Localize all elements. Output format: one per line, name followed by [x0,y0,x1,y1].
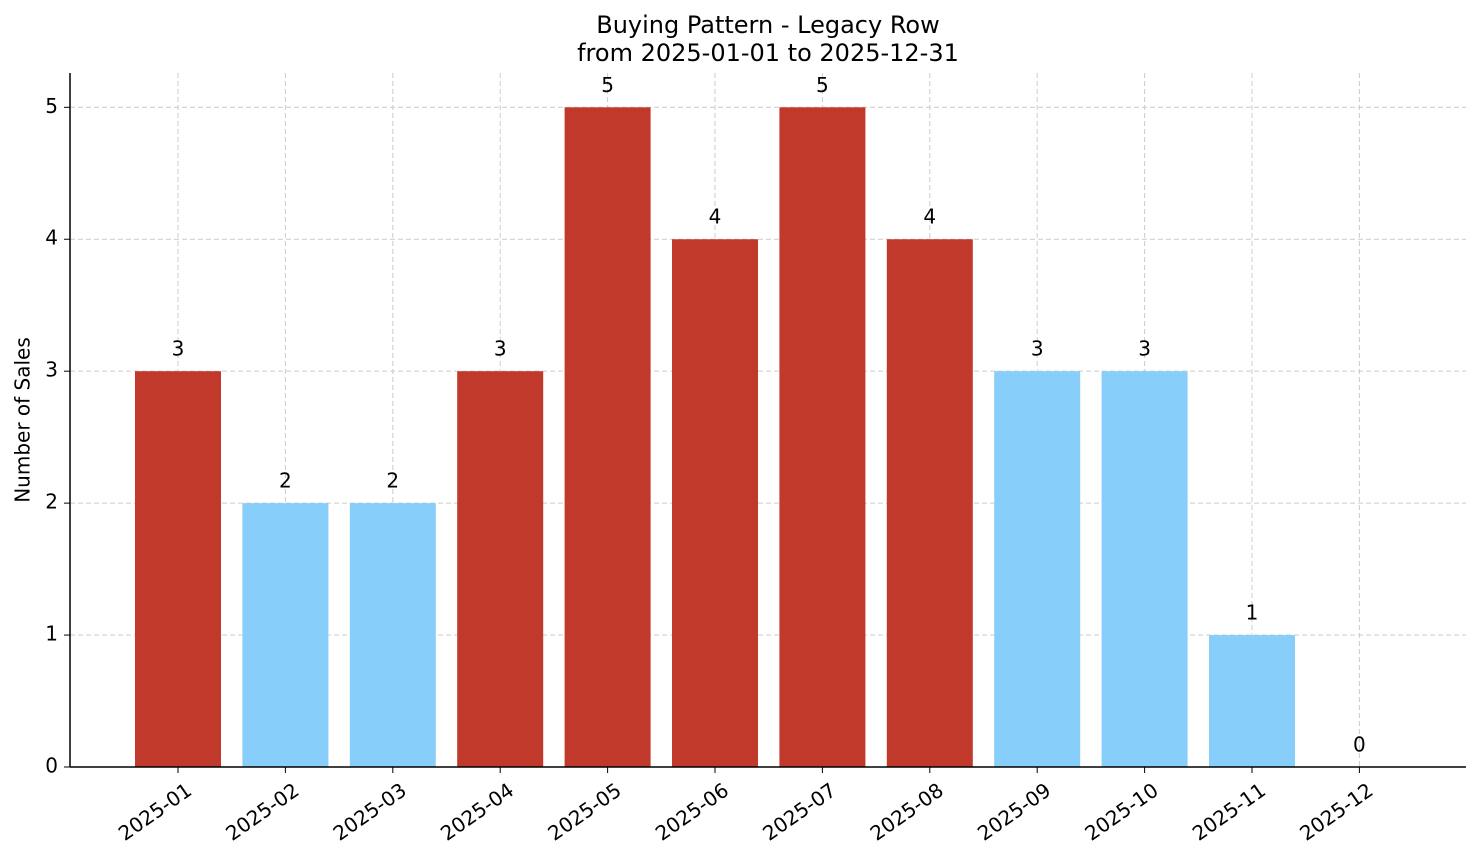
x-tick-label: 2025-12 [1295,778,1377,846]
value-label: 5 [601,73,614,97]
y-axis-label: Number of Sales [11,337,35,503]
y-tick-label: 5 [45,94,58,118]
bar [994,371,1081,767]
x-tick-label: 2025-08 [866,778,948,846]
value-label: 0 [1353,733,1366,757]
x-tick-label: 2025-06 [651,778,733,846]
x-tick-label: 2025-10 [1080,778,1162,846]
bar [1101,371,1188,767]
bar [349,503,436,767]
y-tick-label: 1 [45,622,58,646]
value-label: 4 [923,205,936,229]
x-tick-label: 2025-09 [973,778,1055,846]
value-label: 3 [494,337,507,361]
bar [672,239,758,767]
x-tick-label: 2025-11 [1188,778,1270,846]
bar [135,371,221,767]
value-label: 3 [1031,337,1044,361]
chart-subtitle: from 2025-01-01 to 2025-12-31 [577,39,959,67]
value-label: 1 [1246,601,1259,625]
bar [1209,635,1295,767]
x-tick-label: 2025-05 [543,778,625,846]
value-label: 2 [279,469,292,493]
x-tick-label: 2025-07 [758,778,840,846]
bar [457,371,544,767]
x-tick-label: 2025-03 [329,778,411,846]
x-tick-label: 2025-01 [114,778,196,846]
value-label: 3 [172,337,185,361]
chart-title: Buying Pattern - Legacy Row [596,11,939,39]
bar [242,503,329,767]
bar [779,107,866,767]
y-tick-label: 4 [45,226,58,250]
bar [564,107,651,767]
y-tick-label: 2 [45,490,58,514]
y-tick-label: 0 [45,754,58,778]
y-tick-label: 3 [45,358,58,382]
bar [886,239,973,767]
x-tick-label: 2025-02 [221,778,303,846]
value-label: 4 [709,205,722,229]
value-label: 5 [816,73,829,97]
value-label: 3 [1138,337,1151,361]
x-tick-label: 2025-04 [436,778,518,846]
value-label: 2 [386,469,399,493]
